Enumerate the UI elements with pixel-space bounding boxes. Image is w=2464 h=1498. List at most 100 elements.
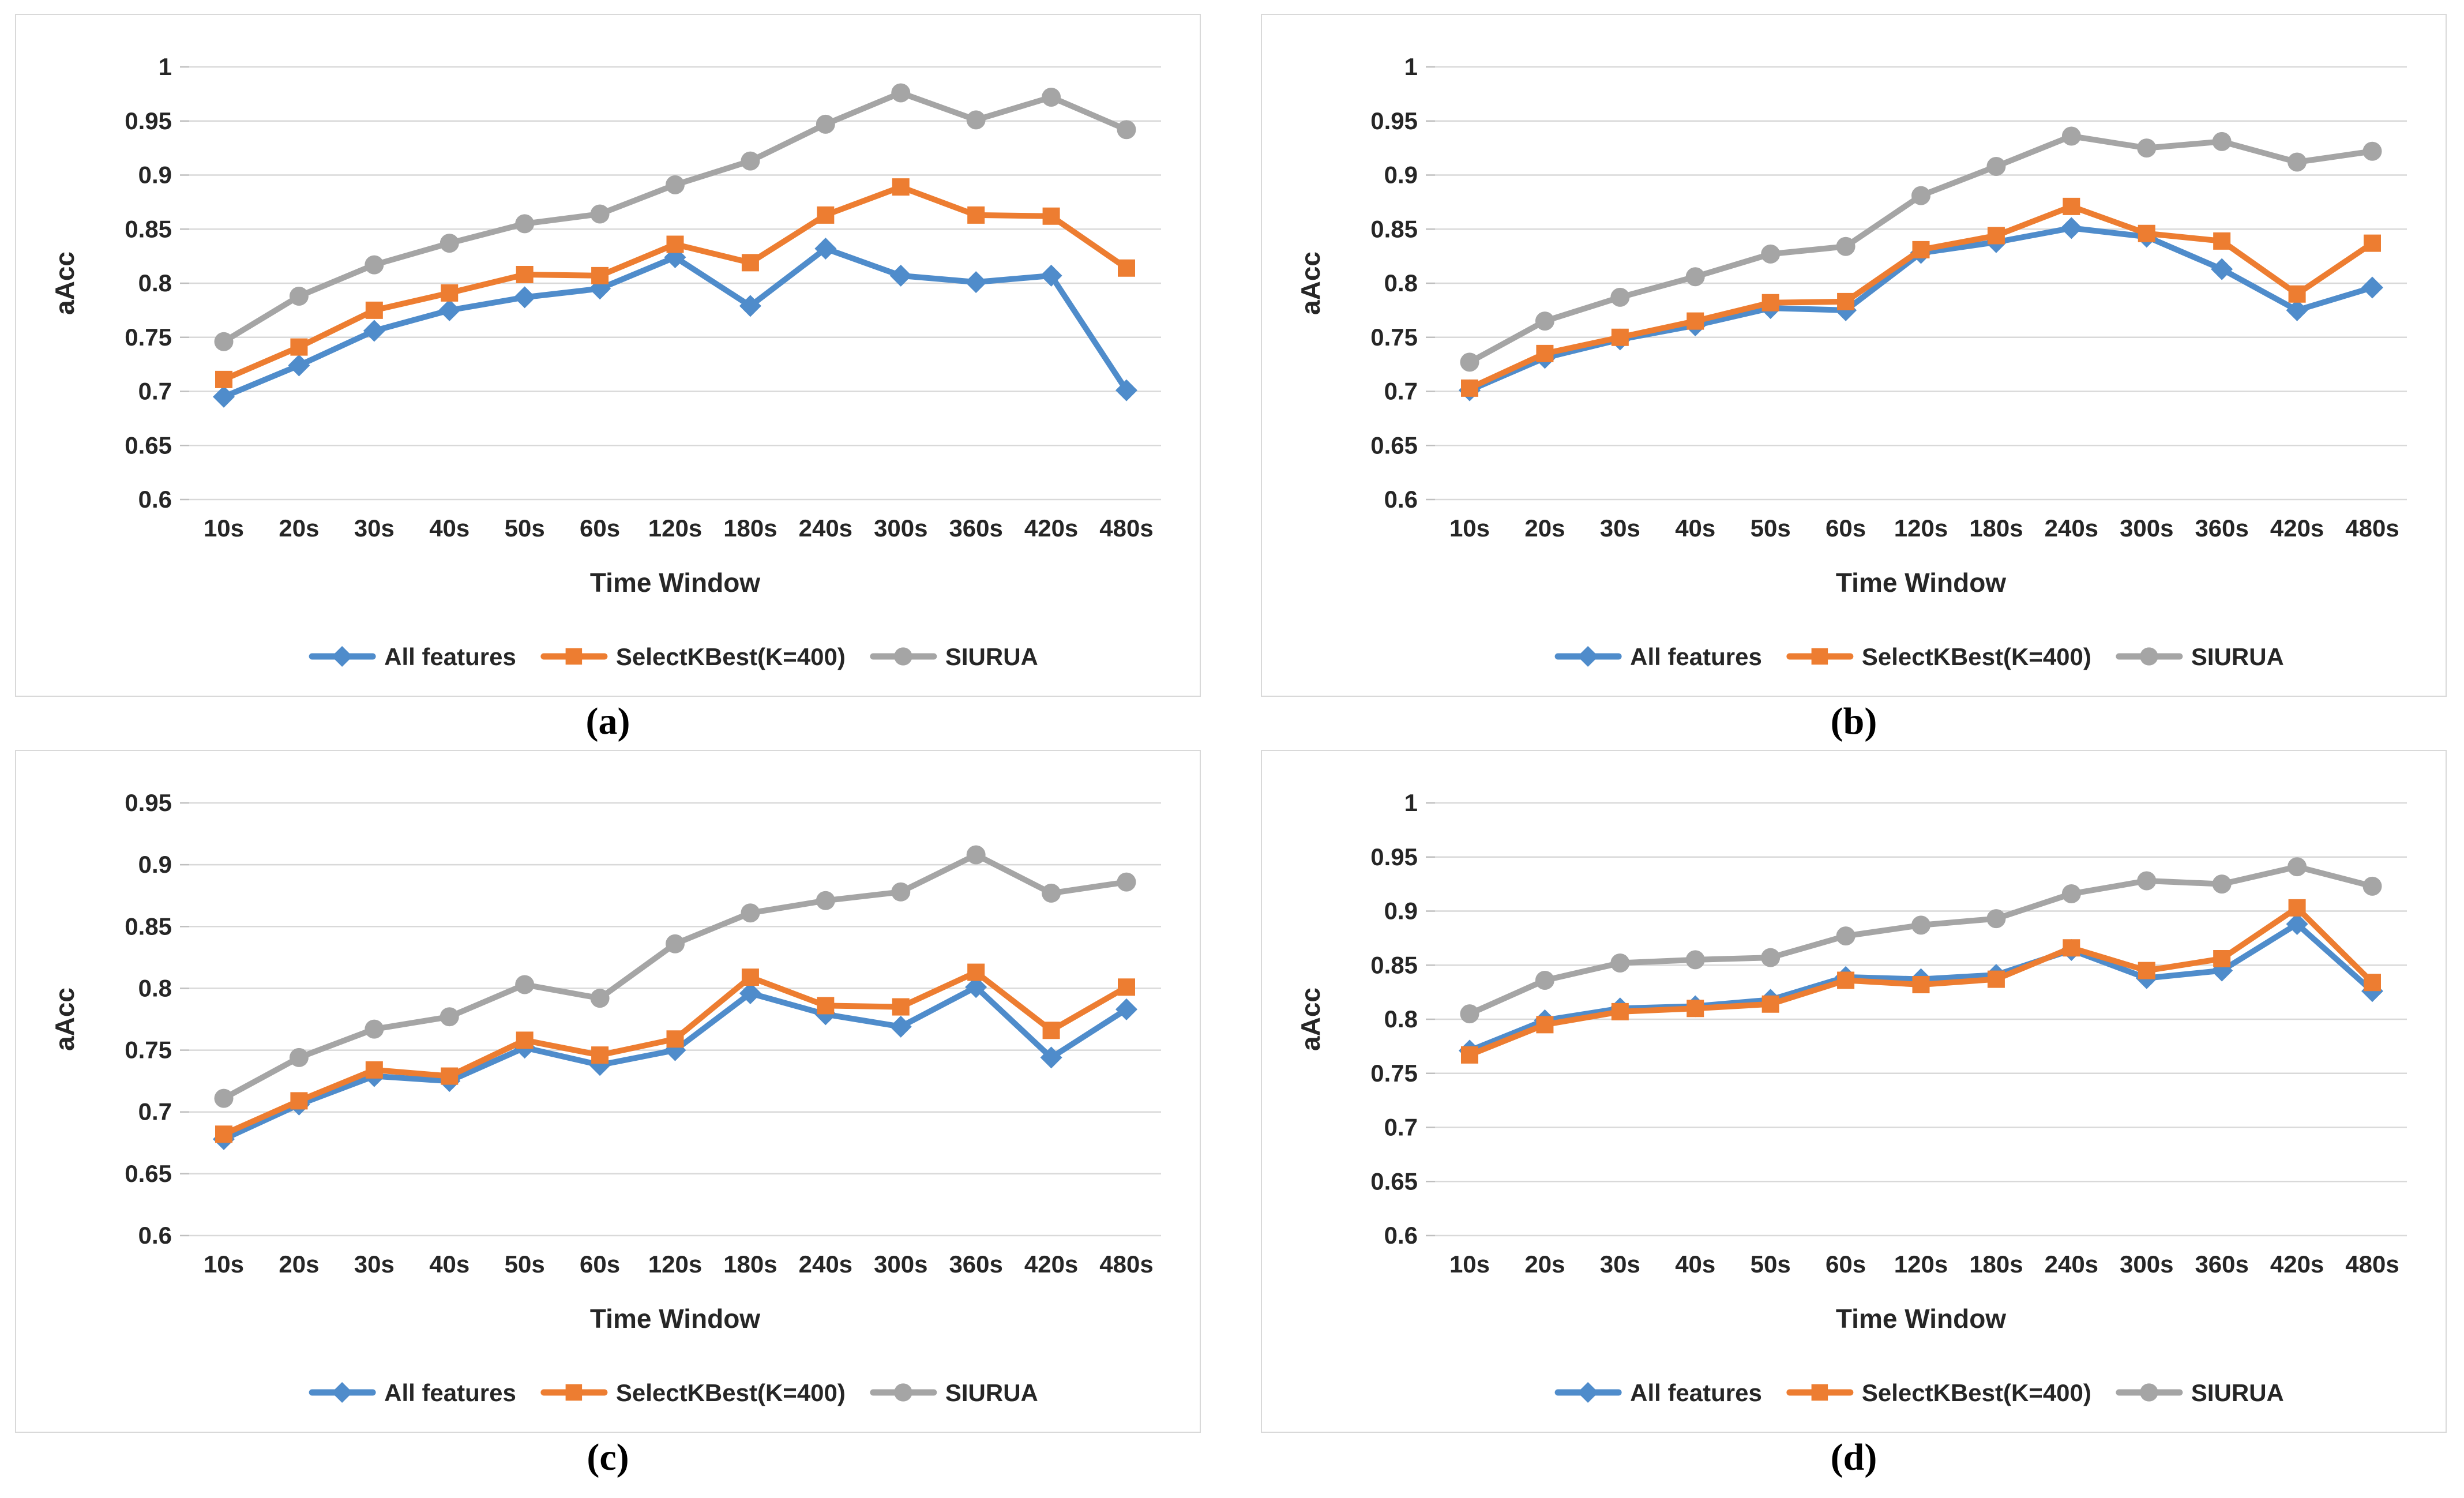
y-tick-label: 1 bbox=[1404, 53, 1418, 80]
x-tick-label: 300s bbox=[2120, 1251, 2173, 1278]
x-tick-label: 480s bbox=[1099, 1251, 1153, 1278]
legend-swatch-marker bbox=[565, 648, 583, 665]
legend-swatch-marker bbox=[332, 1381, 353, 1403]
data-point-selectkbest bbox=[2063, 197, 2080, 215]
y-axis-title: aAcc bbox=[1295, 988, 1325, 1051]
data-point-selectkbest bbox=[2364, 234, 2381, 252]
data-point-selectkbest bbox=[1118, 259, 1135, 277]
y-axis-title: aAcc bbox=[1295, 251, 1325, 315]
x-tick-label: 40s bbox=[1675, 1251, 1715, 1278]
legend-swatch-marker bbox=[2140, 1383, 2158, 1402]
data-point-selectkbest bbox=[1461, 379, 1478, 397]
series-siurua bbox=[1460, 857, 2382, 1024]
data-point-selectkbest bbox=[741, 968, 759, 986]
data-point-selectkbest bbox=[1987, 227, 2005, 245]
x-tick-label: 30s bbox=[354, 515, 395, 542]
y-tick-label: 0.8 bbox=[1384, 1005, 1418, 1033]
y-tick-label: 0.95 bbox=[125, 107, 172, 134]
data-point-siurua bbox=[2137, 138, 2157, 158]
data-point-selectkbest bbox=[892, 998, 910, 1016]
data-point-siurua bbox=[1460, 1004, 1479, 1024]
data-point-siurua bbox=[1535, 971, 1554, 990]
x-tick-label: 240s bbox=[2045, 515, 2098, 542]
x-tick-label: 360s bbox=[2195, 515, 2248, 542]
x-tick-label: 40s bbox=[429, 1251, 469, 1278]
data-point-selectkbest bbox=[290, 1092, 308, 1110]
data-point-siurua bbox=[590, 989, 610, 1008]
legend-label: SelectKBest(K=400) bbox=[1862, 1379, 2091, 1406]
data-point-siurua bbox=[891, 882, 911, 902]
line-chart-b: 1 0.95 0.9 0.85 0.8 0.75 0.7 0.65 0.6 10s 20s 30s 40… bbox=[1295, 53, 2407, 670]
data-point-selectkbest bbox=[516, 266, 534, 283]
legend: All features SelectKBest(K=400) SIURUA bbox=[1554, 1379, 2284, 1406]
chart-panel-d: 1 0.95 0.9 0.85 0.8 0.75 0.7 0.65 0.6 10s 20s 30s 40… bbox=[1261, 750, 2447, 1433]
legend-label: SelectKBest(K=400) bbox=[616, 1379, 846, 1406]
y-tick-label: 0.65 bbox=[1370, 431, 1418, 459]
data-point-siurua bbox=[2212, 874, 2232, 894]
data-point-selectkbest bbox=[967, 206, 985, 224]
data-point-all_features bbox=[2286, 913, 2308, 935]
legend: All features SelectKBest(K=400) SIURUA bbox=[1554, 643, 2284, 670]
y-tick-label: 0.65 bbox=[125, 431, 172, 459]
y-tick-label: 0.8 bbox=[138, 974, 172, 1001]
data-point-selectkbest bbox=[2364, 974, 2381, 992]
x-tick-label: 50s bbox=[1751, 1251, 1791, 1278]
data-point-siurua bbox=[966, 845, 986, 865]
chart-panel-a: 1 0.95 0.9 0.85 0.8 0.75 0.7 0.65 0.6 10s 20s 30s 40… bbox=[15, 14, 1201, 697]
y-axis-labels: 1 0.95 0.9 0.85 0.8 0.75 0.7 0.65 0.6 bbox=[125, 53, 172, 513]
y-tick-label: 0.95 bbox=[1370, 843, 1418, 870]
y-tick-label: 0.65 bbox=[125, 1160, 172, 1187]
y-axis-title: aAcc bbox=[50, 251, 80, 315]
data-point-all_features bbox=[2361, 276, 2383, 299]
data-point-selectkbest bbox=[741, 254, 759, 272]
y-tick-label: 0.85 bbox=[1370, 215, 1418, 242]
data-point-siurua bbox=[440, 234, 459, 253]
data-point-siurua bbox=[2061, 884, 2081, 903]
y-tick-label: 0.7 bbox=[138, 1098, 172, 1125]
data-point-siurua bbox=[1535, 311, 1554, 331]
legend-swatch-marker bbox=[1811, 648, 1828, 665]
x-tick-label: 20s bbox=[279, 1251, 319, 1278]
data-point-all_features bbox=[814, 238, 837, 260]
y-axis-labels: 1 0.95 0.9 0.85 0.8 0.75 0.7 0.65 0.6 bbox=[1370, 53, 1418, 513]
data-point-siurua bbox=[1761, 244, 1781, 264]
data-point-selectkbest bbox=[1461, 1046, 1478, 1064]
data-point-selectkbest bbox=[290, 338, 308, 356]
x-tick-label: 10s bbox=[204, 1251, 244, 1278]
data-point-siurua bbox=[1761, 948, 1781, 967]
data-point-siurua bbox=[1042, 883, 1061, 903]
y-axis-labels: 1 0.95 0.9 0.85 0.8 0.75 0.7 0.65 0.6 bbox=[1370, 789, 1418, 1249]
y-tick-label: 1 bbox=[159, 53, 172, 80]
x-tick-label: 60s bbox=[580, 515, 620, 542]
data-point-all_features bbox=[1115, 379, 1137, 401]
y-tick-label: 0.6 bbox=[1384, 486, 1418, 513]
x-tick-label: 240s bbox=[799, 1251, 852, 1278]
data-point-siurua bbox=[1685, 950, 1705, 970]
legend-swatch-marker bbox=[1577, 645, 1599, 667]
data-point-all_features bbox=[1040, 1046, 1062, 1069]
data-point-all_features bbox=[739, 295, 761, 317]
data-point-selectkbest bbox=[516, 1031, 534, 1049]
data-point-siurua bbox=[1836, 236, 1855, 256]
data-point-selectkbest bbox=[817, 997, 835, 1015]
series-siurua bbox=[214, 83, 1136, 351]
data-point-all_features bbox=[2211, 258, 2233, 280]
x-tick-label: 240s bbox=[799, 515, 852, 542]
data-point-siurua bbox=[666, 934, 685, 953]
data-point-siurua bbox=[1117, 872, 1136, 892]
x-tick-label: 120s bbox=[1894, 1251, 1948, 1278]
data-point-selectkbest bbox=[591, 1046, 609, 1064]
data-point-siurua bbox=[1836, 926, 1855, 946]
data-point-siurua bbox=[891, 83, 911, 103]
data-point-siurua bbox=[1986, 909, 2006, 929]
data-point-siurua bbox=[966, 110, 986, 130]
y-tick-label: 0.95 bbox=[125, 789, 172, 816]
series-all_features bbox=[213, 976, 1137, 1150]
data-point-selectkbest bbox=[1042, 207, 1060, 225]
data-point-siurua bbox=[2212, 132, 2232, 151]
legend-swatch-marker bbox=[894, 1383, 912, 1402]
x-tick-label: 300s bbox=[2120, 515, 2173, 542]
gridlines bbox=[1435, 802, 2407, 1237]
data-point-siurua bbox=[2061, 126, 2081, 146]
